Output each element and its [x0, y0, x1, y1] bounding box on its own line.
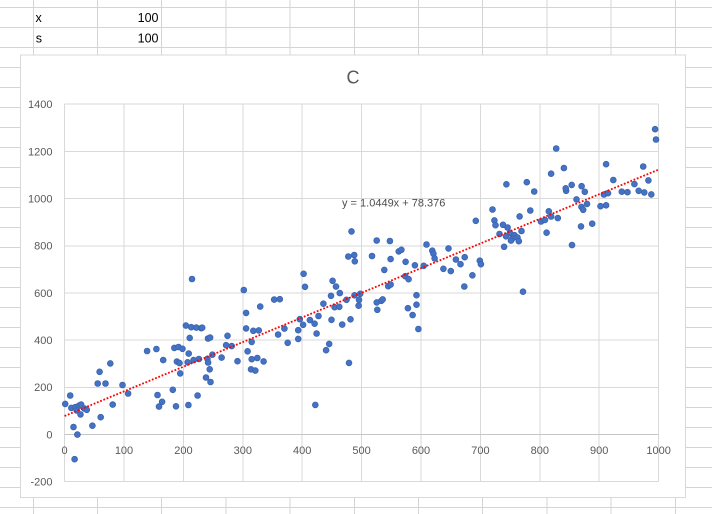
- svg-text:500: 500: [352, 445, 370, 457]
- svg-text:900: 900: [590, 445, 608, 457]
- svg-text:100: 100: [138, 31, 159, 45]
- svg-text:600: 600: [412, 445, 430, 457]
- svg-text:0: 0: [46, 429, 52, 441]
- svg-text:200: 200: [174, 445, 192, 457]
- svg-text:1200: 1200: [28, 146, 52, 158]
- svg-text:600: 600: [34, 288, 52, 300]
- svg-text:400: 400: [34, 335, 52, 347]
- svg-text:100: 100: [138, 11, 159, 25]
- svg-text:300: 300: [234, 445, 252, 457]
- svg-text:1000: 1000: [646, 445, 670, 457]
- svg-text:y = 1.0449x + 78.376: y = 1.0449x + 78.376: [342, 198, 445, 210]
- svg-text:0: 0: [62, 445, 68, 457]
- svg-text:800: 800: [34, 241, 52, 253]
- svg-text:1000: 1000: [28, 194, 52, 206]
- svg-text:C: C: [347, 67, 360, 87]
- svg-text:700: 700: [471, 445, 489, 457]
- svg-text:-200: -200: [30, 477, 52, 489]
- svg-text:x: x: [36, 11, 43, 25]
- svg-text:1400: 1400: [28, 99, 52, 111]
- svg-text:400: 400: [293, 445, 311, 457]
- svg-text:100: 100: [115, 445, 133, 457]
- svg-text:200: 200: [34, 382, 52, 394]
- svg-text:s: s: [36, 31, 42, 45]
- svg-text:800: 800: [531, 445, 549, 457]
